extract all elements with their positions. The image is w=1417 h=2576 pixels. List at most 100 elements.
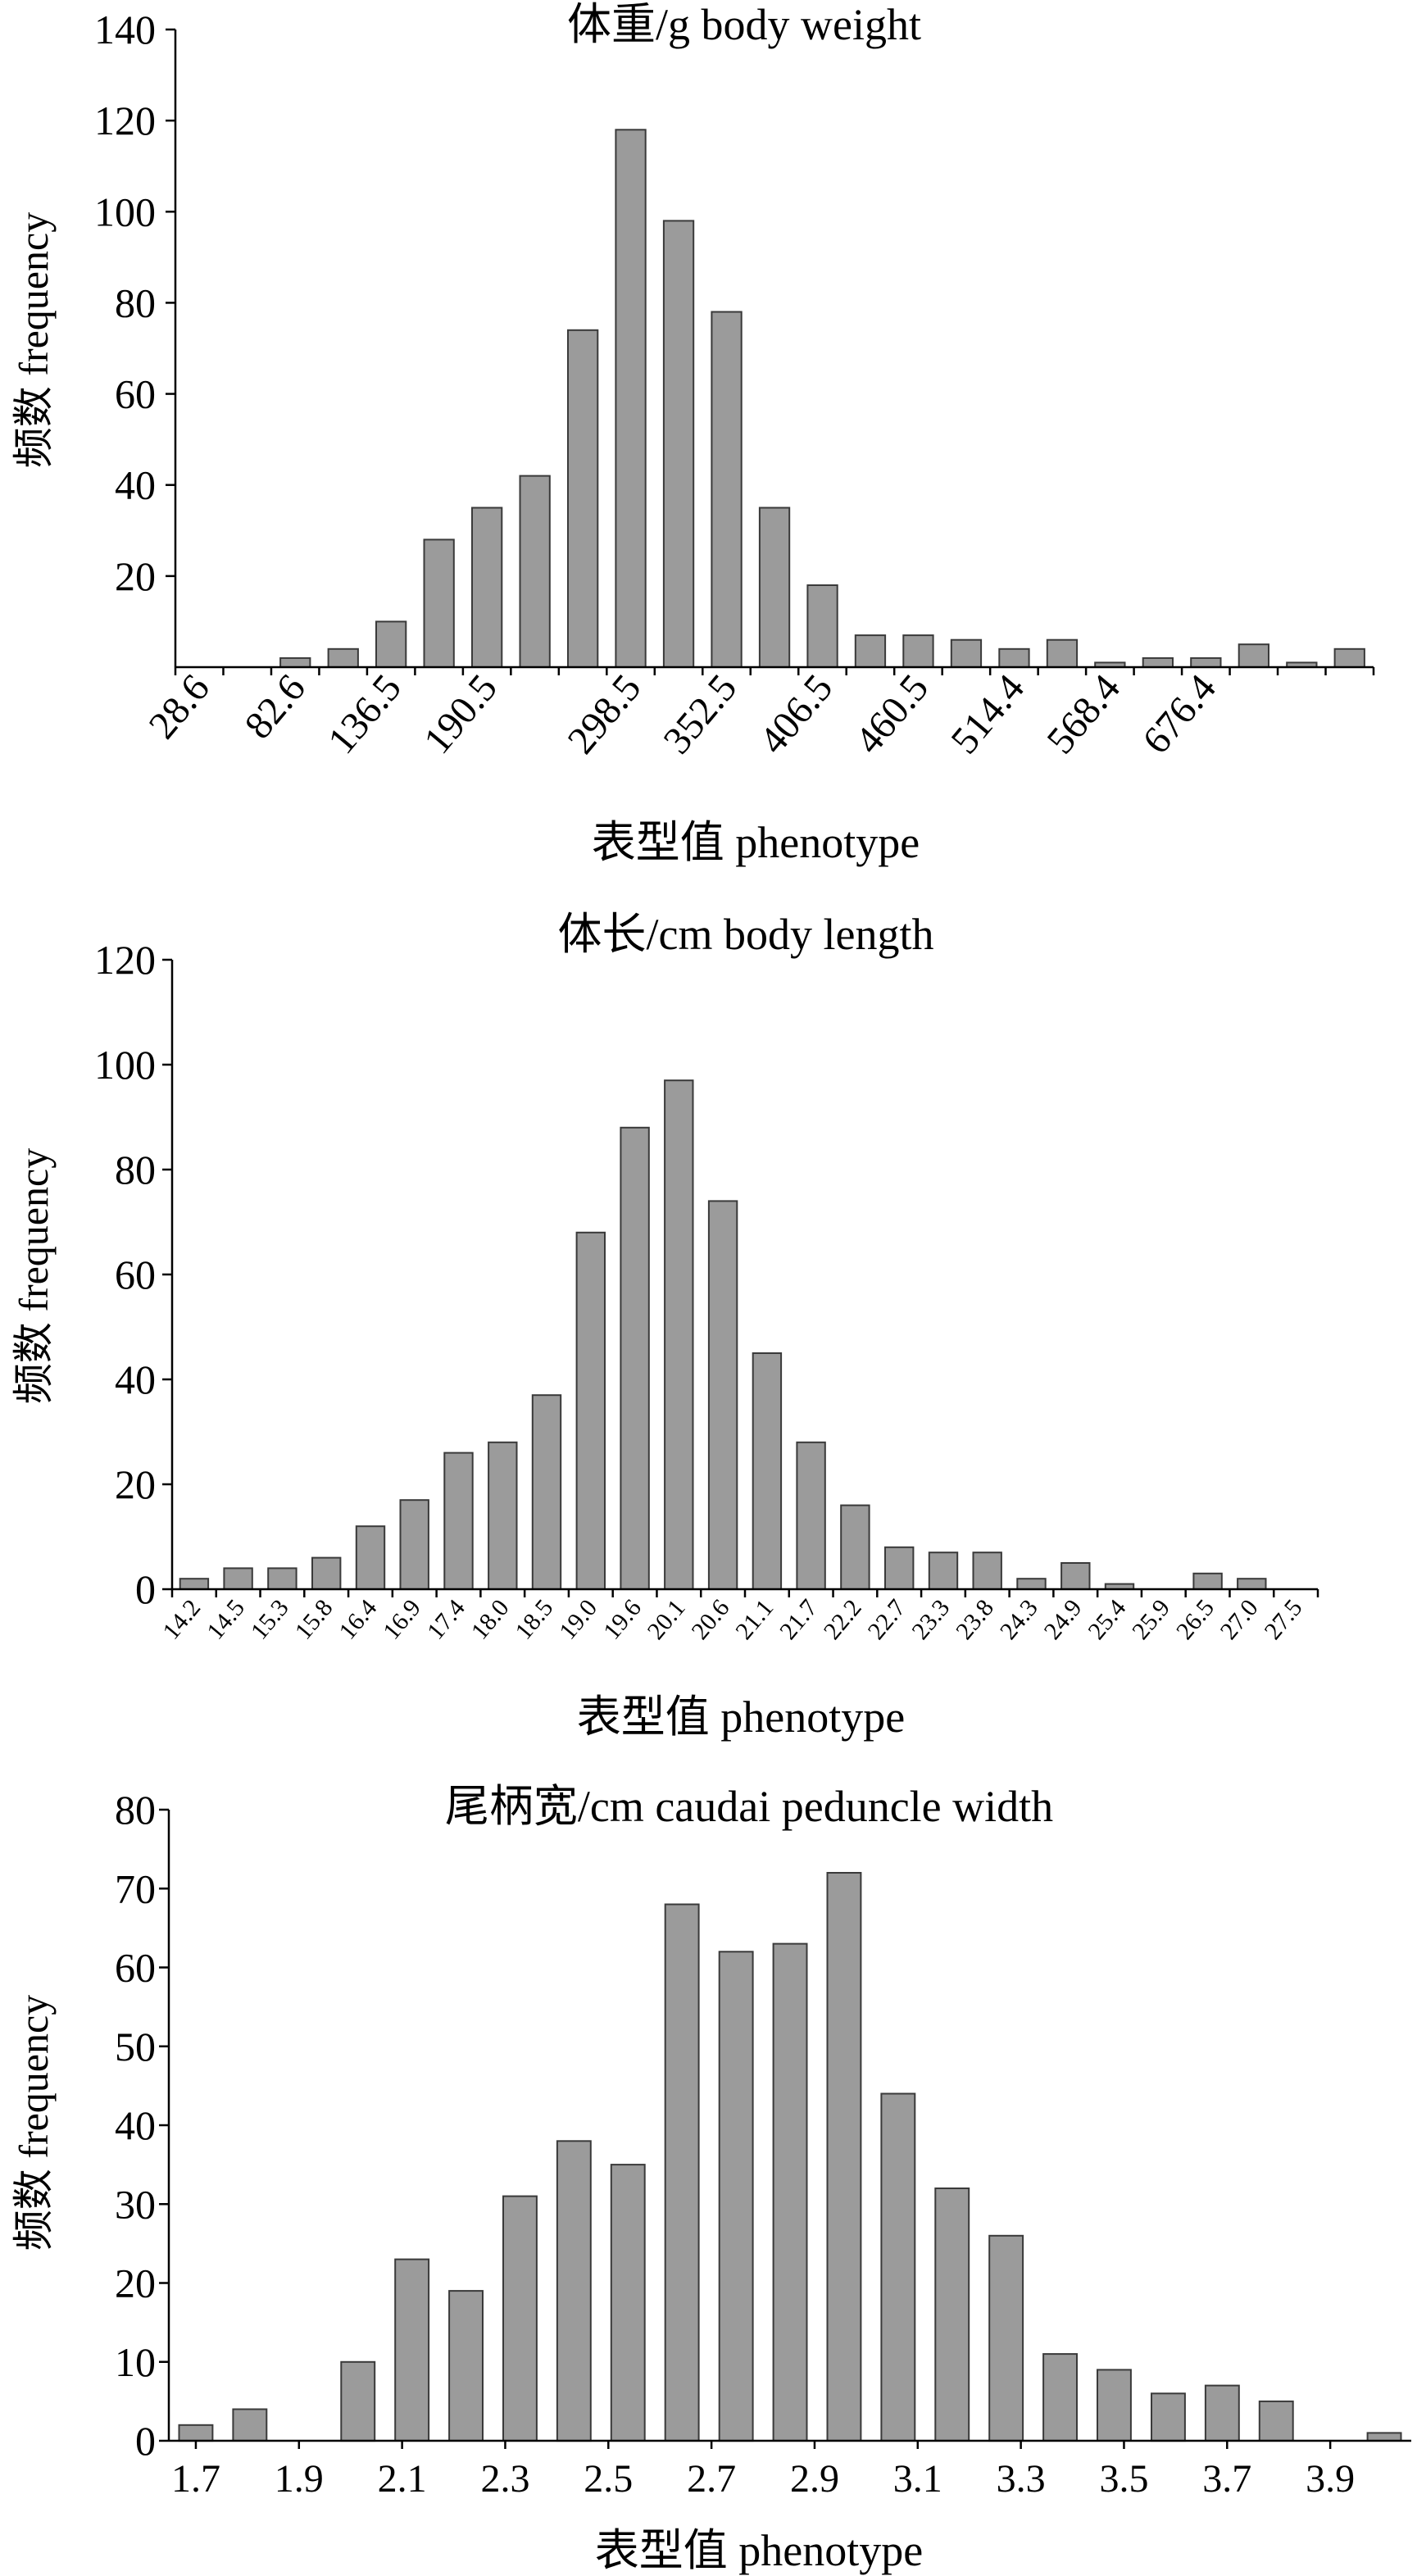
bar [556, 2140, 592, 2442]
bar [998, 647, 1030, 668]
y-tick-label: 120 [94, 98, 156, 143]
y-tick-label: 40 [115, 2102, 156, 2148]
x-tick-label: 298.5 [559, 666, 649, 762]
x-tick-label: 14.2 [157, 1594, 206, 1644]
bar [1060, 1562, 1091, 1590]
bar [884, 1546, 915, 1591]
bar [567, 329, 599, 668]
bar [394, 2258, 430, 2442]
x-axis-label: 表型值 phenotype [592, 818, 920, 867]
bar [1258, 2400, 1294, 2442]
bar [423, 538, 455, 669]
y-tick-label: 60 [115, 371, 156, 417]
bar [531, 1394, 562, 1590]
bar [355, 1525, 386, 1590]
bar [1151, 2392, 1186, 2442]
y-tick-label: 100 [94, 1042, 156, 1088]
x-tick-label: 17.4 [422, 1594, 470, 1644]
bar [950, 638, 983, 669]
y-tick-label: 100 [94, 189, 156, 234]
bar [615, 129, 647, 669]
x-tick-label: 3.1 [893, 2457, 942, 2501]
x-tick-label: 28.6 [140, 666, 218, 747]
x-tick-label: 2.1 [378, 2457, 427, 2501]
bar [972, 1552, 1002, 1590]
y-tick-label: 10 [115, 2339, 156, 2385]
bar [279, 656, 311, 669]
bar [796, 1441, 826, 1591]
x-tick-label: 568.4 [1038, 666, 1129, 762]
x-tick-label: 16.4 [334, 1594, 382, 1644]
bar [902, 634, 934, 668]
y-tick-labels: 0 20 40 60 80 100 120 [94, 937, 156, 1612]
x-tick-label: 3.7 [1202, 2457, 1251, 2501]
x-tick-label: 20.6 [686, 1594, 734, 1644]
x-tick-label: 352.5 [655, 666, 745, 762]
y-tick-label: 60 [115, 1945, 156, 1991]
x-tick-label: 406.5 [751, 666, 841, 762]
bar [1190, 656, 1222, 669]
y-tick-label: 80 [115, 1147, 156, 1193]
bar [178, 2424, 214, 2442]
y-tick-label: 140 [94, 7, 156, 52]
x-tick-label: 24.9 [1039, 1594, 1088, 1644]
x-tick-labels: 14.214.515.315.816.416.917.418.018.519.0… [157, 1594, 1307, 1644]
bar [471, 507, 503, 668]
bar [988, 2234, 1024, 2442]
x-axis-label: 表型值 phenotype [577, 1692, 905, 1742]
y-tick-label: 20 [115, 553, 156, 599]
x-tick-label: 25.9 [1127, 1594, 1175, 1644]
y-axis-label: 频数 frequency [11, 1995, 57, 2251]
x-tick-label: 2.7 [687, 2457, 736, 2501]
bar [826, 1872, 862, 2442]
x-tick-labels: 1.7 1.9 2.1 2.3 2.5 2.7 2.9 3.1 3.3 3.5 3.7 3.9 [171, 2457, 1355, 2501]
x-tick-label: 27.5 [1259, 1594, 1307, 1644]
x-tick-label: 20.1 [643, 1594, 691, 1644]
axes [166, 28, 1375, 675]
y-tick-label: 60 [115, 1252, 156, 1297]
x-tick-label: 136.5 [320, 666, 410, 762]
x-tick-label: 2.5 [584, 2457, 633, 2501]
bar [1016, 1578, 1047, 1590]
chart-title: 尾柄宽/cm caudai peduncle width [445, 1782, 1053, 1831]
bar [664, 1903, 700, 2442]
bar [1204, 2384, 1240, 2442]
bar [575, 1231, 606, 1591]
axes [162, 958, 1319, 1597]
x-tick-label: 19.6 [598, 1594, 647, 1644]
bar [662, 220, 695, 668]
x-tick-label: 460.5 [847, 666, 937, 762]
y-axis-label: 频数 frequency [11, 1148, 57, 1404]
x-tick-label: 19.0 [554, 1594, 602, 1644]
x-tick-label: 21.1 [730, 1594, 779, 1644]
bar [399, 1499, 429, 1590]
x-axis-label: 表型值 phenotype [595, 2526, 923, 2575]
x-tick-labels: 28.6 82.6 136.5 190.5 298.5 352.5 406.5 460.5 51… [140, 666, 1224, 762]
y-tick-label: 30 [115, 2181, 156, 2227]
bar [448, 2290, 484, 2442]
bar [1333, 647, 1365, 668]
x-tick-label: 16.9 [378, 1594, 426, 1644]
x-tick-label: 2.9 [790, 2457, 839, 2501]
bar [928, 1552, 959, 1590]
bar [664, 1079, 694, 1590]
x-tick-label: 22.2 [819, 1594, 867, 1644]
x-tick-label: 514.4 [942, 666, 1033, 762]
x-tick-label: 190.5 [416, 666, 506, 762]
y-tick-label: 70 [115, 1865, 156, 1911]
y-tick-label: 80 [115, 279, 156, 325]
x-tick-label: 23.3 [906, 1594, 955, 1644]
bar [880, 2092, 916, 2442]
y-tick-label: 20 [115, 1461, 156, 1507]
x-tick-label: 1.9 [275, 2457, 324, 2501]
bar [311, 1556, 342, 1590]
bar [502, 2195, 538, 2442]
bar [340, 2360, 376, 2442]
bars [279, 129, 1365, 669]
bar [718, 1951, 754, 2442]
bar [1097, 2369, 1132, 2442]
bars [179, 1079, 1267, 1591]
axes [159, 1808, 1411, 2449]
bar [375, 620, 407, 669]
bar [1366, 2432, 1402, 2442]
